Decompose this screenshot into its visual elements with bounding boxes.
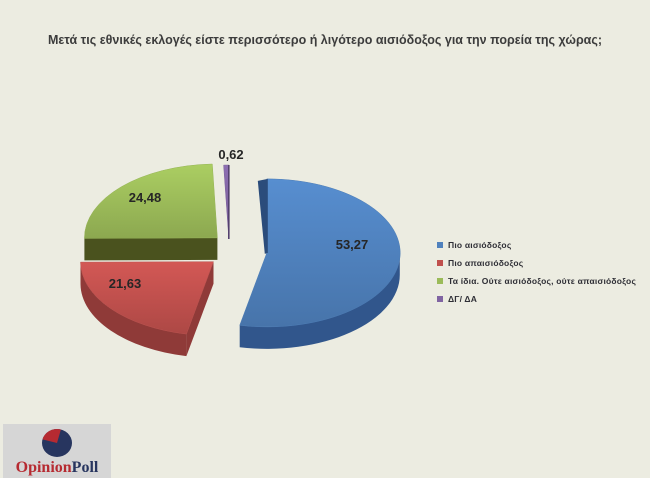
legend-item-3: ΔΓ/ ΔΑ	[437, 290, 636, 308]
legend-label-0: Πιο αισιόδοξος	[448, 240, 512, 250]
data-label-1: 21,63	[109, 276, 142, 291]
chart-title: Μετά τις εθνικές εκλογές είστε περισσότε…	[47, 33, 603, 47]
legend-label-3: ΔΓ/ ΔΑ	[448, 294, 478, 304]
data-label-2: 24,48	[129, 190, 162, 205]
pie-slice-1-face	[80, 261, 214, 335]
pie-slice-1-rim	[80, 262, 187, 357]
pie-slice-0-rim	[239, 252, 400, 349]
logo-pie-icon	[42, 429, 72, 457]
logo-text: OpinionPoll	[3, 459, 111, 476]
legend-swatch-1	[437, 260, 443, 266]
data-label-3: 0,62	[218, 147, 243, 162]
logo-text-poll: Poll	[71, 459, 99, 476]
pie-slice-2-face	[84, 163, 218, 239]
pie-slice-0-notch-face	[257, 178, 268, 254]
legend-label-1: Πιο απαισιόδοξος	[448, 258, 524, 268]
legend-label-2: Τα ίδια. Ούτε αισιόδοξος, ούτε απαισιόδο…	[448, 276, 637, 286]
data-label-0: 53,27	[336, 237, 369, 252]
pie-slice-2-cut-face	[84, 237, 218, 261]
logo-pie-wedge	[42, 429, 61, 443]
legend-swatch-0	[437, 242, 443, 248]
legend-item-0: Πιο αισιόδοξος	[437, 236, 636, 254]
legend-swatch-2	[437, 278, 443, 284]
legend: Πιο αισιόδοξος Πιο απαισιόδοξος Τα ίδια. Ο…	[437, 236, 636, 308]
pie-slice-0-face	[239, 178, 401, 328]
pie-slice-1-cut-face	[186, 261, 214, 357]
logo-text-opinion: Opinion	[15, 459, 72, 476]
opinionpoll-logo: OpinionPoll	[3, 424, 111, 478]
legend-item-1: Πιο απαισιόδοξος	[437, 254, 636, 272]
legend-item-2: Τα ίδια. Ούτε αισιόδοξος, ούτε απαισιόδο…	[437, 272, 636, 290]
legend-swatch-3	[437, 296, 443, 302]
